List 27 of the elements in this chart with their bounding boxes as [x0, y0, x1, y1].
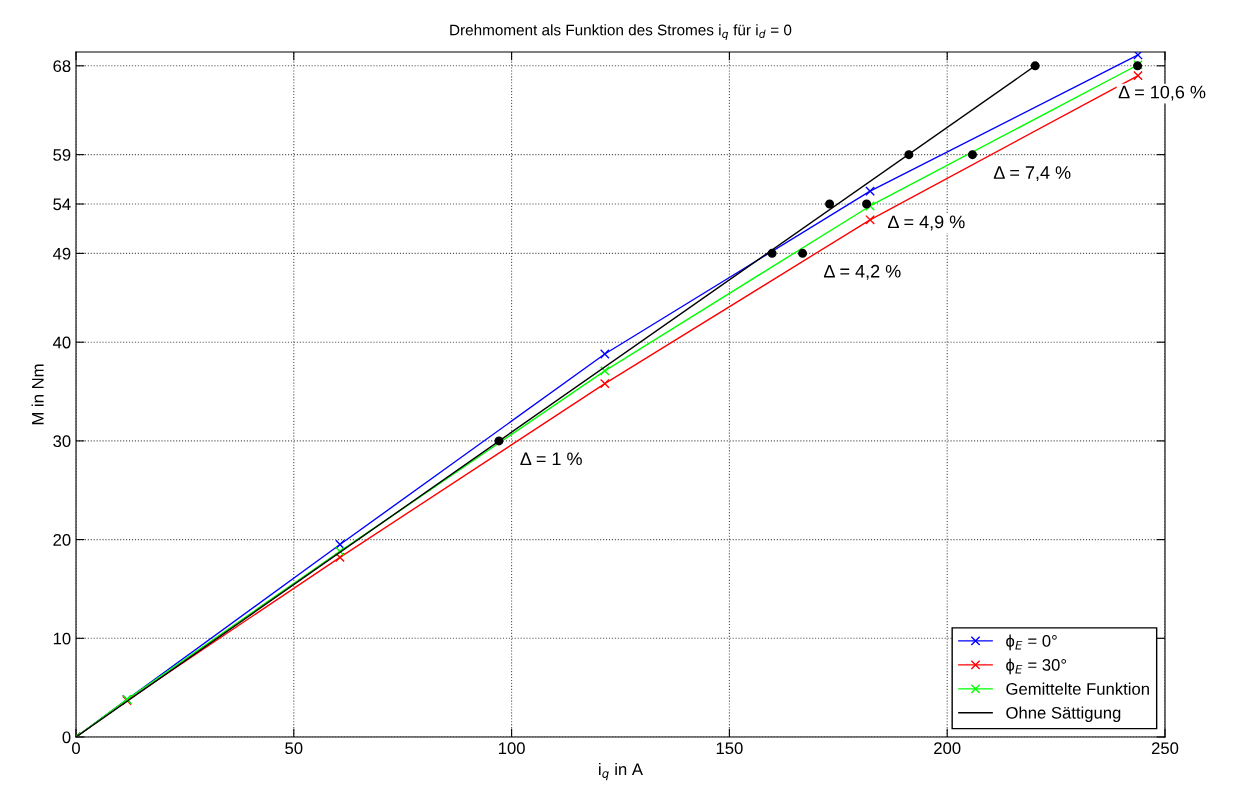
- y-tick-label: 59: [53, 149, 71, 161]
- y-tick-label: 49: [52, 247, 71, 260]
- y-tick-label: 0: [62, 731, 71, 744]
- y-axis-title: M in Nm: [31, 364, 44, 425]
- y-tick-label: 68: [53, 60, 71, 73]
- x-tick-label: 100: [498, 742, 525, 755]
- legend-label: ϕ$_{E}$ = 30°: [1006, 658, 1067, 675]
- y-tick-label: 40: [52, 336, 71, 349]
- y-tick-label: 30: [53, 435, 71, 448]
- x-tick-label: 150: [716, 742, 743, 755]
- x-tick-label: 250: [1151, 742, 1179, 755]
- y-tick-label: 10: [53, 632, 71, 645]
- x-tick-label: 50: [285, 742, 303, 755]
- x-tick-label: 0: [72, 742, 80, 755]
- legend-label: Ohne Sättigung: [1006, 706, 1121, 722]
- annotation: Δ = 1 %: [520, 452, 582, 466]
- legend-label: ϕ$_{E}$ = 0°: [1006, 634, 1057, 651]
- chart-title: Drehmoment als Funktion des Stromes i$_{q}$ für i$_{d}$ = 0: [450, 24, 792, 40]
- annotation: Δ = 4,9 %: [887, 215, 965, 231]
- x-tick-label: 200: [934, 742, 961, 755]
- annotation: Δ = 4,2 %: [823, 264, 901, 280]
- legend-label: Gemittelte Funktion: [1006, 682, 1149, 695]
- y-tick-label: 20: [53, 533, 71, 546]
- annotation: Δ = 7,4 %: [993, 166, 1071, 182]
- y-tick-label: 54: [53, 198, 71, 211]
- annotation: Δ = 10,6 %: [1118, 85, 1206, 101]
- x-axis-title: i$_{q}$ in A: [599, 762, 643, 781]
